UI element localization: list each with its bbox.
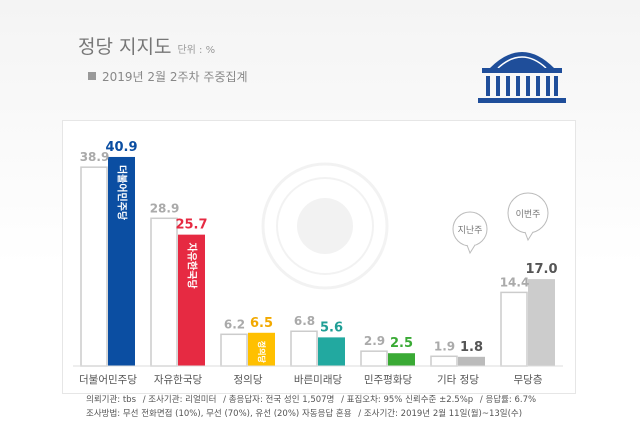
footer-item: / 조사기간: 2019년 2월 11일(월)~13일(수) [358,409,523,419]
footer-line: 의뢰기관: tbs / 조사기관: 리얼미터 / 총응답자: 전국 성인 1,5… [86,393,540,407]
footer-item: / 총응답자: 전국 성인 1,507명 [223,395,335,405]
footer-item: / 응답률: 6.7% [479,395,537,405]
bar-current [108,156,135,366]
value-label-current: 1.8 [460,340,483,355]
chart-subtitle: 2019년 2월 2주차 주중집계 [88,68,248,85]
bar-current [528,279,555,366]
category-label: 정의당 [234,374,263,386]
bar-previous [80,166,108,367]
speech-bubble-tail [466,244,476,255]
bar-current [318,337,345,366]
party-logo-text: 정의당 [257,341,267,364]
bar-previous [290,330,318,367]
speech-bubble-tail [524,231,534,242]
party-logo-text: 더불어민주당 [116,165,129,221]
chart-subtitle-text: 2019년 2월 2주차 주중집계 [102,70,248,84]
value-label-previous: 14.4 [500,275,530,289]
bar-previous [150,217,178,367]
category-label: 기타 정당 [437,374,479,386]
bar-previous [220,333,248,367]
value-label-current: 2.5 [390,336,413,351]
square-bullet-icon [88,72,96,80]
bar-previous [500,291,528,367]
value-label-current: 6.5 [250,316,273,331]
chart-title-text: 정당 지지도 [78,36,172,58]
bar-current [458,356,485,366]
value-label-previous: 2.9 [364,334,385,348]
watermark-seal-icon [261,162,389,290]
value-label-previous: 38.9 [80,150,110,164]
value-label-previous: 28.9 [150,201,180,215]
survey-footer: 의뢰기관: tbs / 조사기관: 리얼미터 / 총응답자: 전국 성인 1,5… [86,393,540,421]
bar-current [248,332,275,366]
category-label: 민주평화당 [364,374,413,386]
speech-bubble-label: 지난주 [458,225,483,236]
value-label-previous: 6.2 [224,317,245,331]
footer-item: 의뢰기관: tbs [86,395,137,405]
bar-current [388,353,415,366]
party-logo-text: 자유한국당 [186,243,199,290]
footer-item: / 조사기관: 리얼미터 [142,395,217,405]
footer-item: / 표집오차: 95% 신뢰수준 ±2.5%p [341,395,474,405]
speech-bubble-label: 이번주 [516,209,541,220]
category-label: 자유한국당 [154,374,203,386]
value-label-current: 25.7 [175,218,207,233]
unit-label: 단위 : % [177,45,216,56]
footer-item: 조사방법: 무선 전화면접 (10%), 무선 (70%), 유선 (20%) … [86,409,352,419]
chart-title: 정당 지지도 단위 : % [78,32,215,59]
bar-previous [360,350,388,367]
bar-previous [430,355,458,367]
category-label: 무당층 [514,374,543,386]
value-label-current: 17.0 [525,262,557,277]
category-label: 바른미래당 [294,374,343,386]
chart-panel: 38.9 40.9 더불어민주당 더불어민주당 28.9 25.7 자유한국당 자유한국당 6.… [62,120,576,394]
value-label-previous: 6.8 [294,314,315,328]
category-label: 더불어민주당 [79,374,137,386]
bar-current [178,234,205,366]
value-label-previous: 1.9 [434,339,455,353]
value-label-current: 40.9 [105,140,137,155]
national-assembly-icon [478,52,566,103]
footer-line: 조사방법: 무선 전화면접 (10%), 무선 (70%), 유선 (20%) … [86,407,540,421]
value-label-current: 5.6 [320,320,343,335]
bar-chart-svg: 38.940.9더불어민주당더불어민주당28.925.7자유한국당자유한국당6.… [73,140,563,386]
